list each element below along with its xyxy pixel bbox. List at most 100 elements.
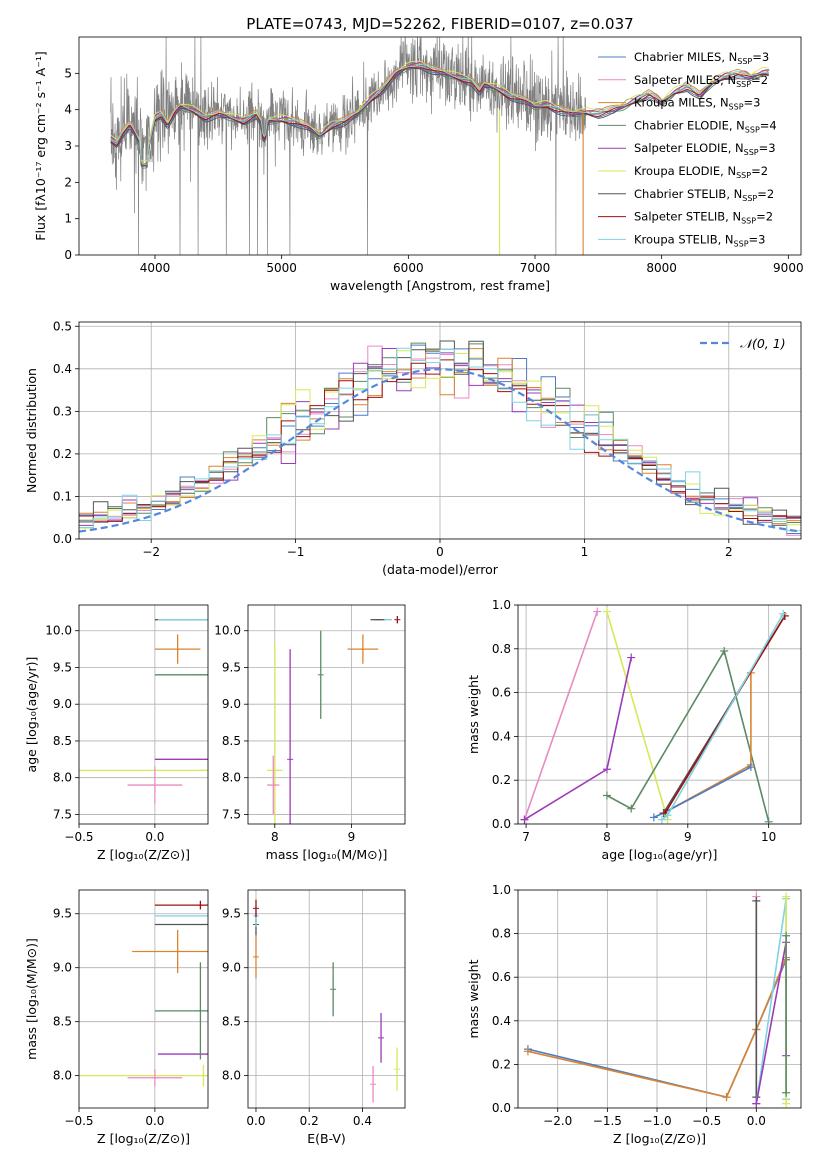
x-tick-label: 7000 (520, 261, 551, 275)
y-tick-label: 8.0 (222, 771, 241, 785)
gaussian-reference (79, 368, 799, 533)
series-line (523, 611, 598, 820)
x-tick-label: −1.5 (593, 1114, 622, 1128)
series-marker (782, 1099, 791, 1108)
series-salpeter-miles (520, 607, 602, 824)
model-spectrum-salpeter-elodie (110, 62, 769, 166)
observed-spectrum (110, 37, 587, 255)
x-axis-label: wavelength [Angstrom, rest frame] (330, 278, 550, 293)
y-tick-label: 0.4 (492, 1014, 511, 1028)
point-kroupa-miles (154, 634, 201, 664)
axes-border (247, 889, 406, 1109)
y-tick-label: 0.4 (492, 729, 511, 743)
axes-frame: 7 8 9 10 0.0 0.2 0.4 0.6 0.8 1.0 age [log₁₀(age/yr… (466, 598, 802, 862)
series-chabrier-elodie (782, 931, 791, 1097)
x-axis-label: age [log₁₀(age/yr)] (602, 847, 718, 862)
panel-spectrum: 4000 5000 6000 7000 8000 9000 0 1 2 3 4 5 wavelength… (33, 36, 804, 293)
y-axis-label: mass weight (466, 675, 481, 754)
y-tick-label: 7.5 (222, 807, 241, 821)
y-tick-label: 0.6 (492, 970, 511, 984)
y-tick-label: 1.0 (492, 883, 511, 897)
y-tick-label: 1 (64, 212, 72, 226)
series-marker (657, 815, 666, 824)
plot-area (79, 322, 801, 539)
legend-label: Chabrier MILES, NSSP=3 (634, 50, 769, 66)
panel-age-vs-z: −0.5 0.0 7.5 8.0 8.5 9.0 9.5 10.0 Z [log₁₀(Z/Z⊙)… (24, 604, 209, 862)
legend-label: Salpeter MILES, NSSP=2 (634, 73, 768, 89)
series-marker (782, 931, 791, 940)
panel-mass-vs-z: −0.5 0.0 8.0 8.5 9.0 9.5 Z [log₁₀(Z/Z⊙)] mass [… (24, 889, 209, 1146)
legend-label: Chabrier STELIB, NSSP=2 (634, 187, 774, 203)
y-axis-label: mass weight (466, 959, 481, 1038)
y-tick-label: 0.5 (53, 319, 72, 333)
point-chabrier-elodie (330, 962, 337, 1017)
x-tick-label: 1 (581, 545, 589, 559)
y-axis-label: mass [log₁₀(M/M⊙)] (24, 938, 39, 1060)
y-tick-label: 9.5 (53, 660, 72, 674)
point-salpeter-elodie (287, 649, 294, 824)
point-salpeter-miles (127, 766, 183, 804)
axes-frame: 8 9 7.5 8.0 8.5 9.0 9.5 10.0 mass [log₁₀(M/M⊙)] (214, 604, 406, 862)
y-tick-label: 7.5 (53, 807, 72, 821)
x-tick-label: −0.5 (64, 830, 93, 844)
point-kroupa-miles (347, 634, 379, 664)
series-chabrier-elodie (602, 646, 773, 824)
axes-frame: −0.5 0.0 8.0 8.5 9.0 9.5 Z [log₁₀(Z/Z⊙)] mass [… (24, 889, 209, 1146)
y-tick-label: 8.0 (222, 1069, 241, 1083)
y-tick-label: 9.0 (222, 697, 241, 711)
x-axis-label: Z [log₁₀(Z/Z⊙)] (613, 1131, 706, 1146)
x-axis-label: E(B-V) (307, 1131, 346, 1146)
y-tick-label: 0.3 (53, 404, 72, 418)
series-kroupa-stelib (752, 894, 791, 1108)
plot-area (518, 605, 801, 824)
series-chabrier-stelib (752, 896, 761, 1102)
plot-area (79, 890, 208, 1108)
legend-label: Kroupa ELODIE, NSSP=2 (634, 164, 768, 180)
panel-weight-vs-age: 7 8 9 10 0.0 0.2 0.4 0.6 0.8 1.0 age [log₁₀(age/yr… (466, 598, 802, 862)
x-tick-label: −0.5 (64, 1114, 93, 1128)
y-tick-label: 0.2 (492, 773, 511, 787)
y-tick-label: 0.2 (492, 1057, 511, 1071)
y-axis-label: age [log₁₀(age/yr)] (24, 657, 39, 773)
x-tick-label: −2 (142, 545, 160, 559)
series-marker (627, 804, 636, 813)
x-tick-label: 0.4 (353, 1114, 372, 1128)
y-axis-label: Flux [fλ10⁻¹⁷ erg cm⁻² s⁻¹ A⁻¹] (33, 51, 48, 240)
series-salpeter-elodie (520, 653, 636, 824)
series-marker (602, 791, 611, 800)
series-line (606, 648, 770, 823)
y-tick-label: 0.4 (53, 362, 72, 376)
series-marker (663, 811, 672, 820)
y-tick-label: 5 (64, 66, 72, 80)
point-kroupa-elodie (394, 1047, 401, 1091)
point-salpeter-elodie (378, 1013, 385, 1063)
series-marker (520, 815, 529, 824)
series-marker (649, 813, 658, 822)
panel-weight-vs-z: −2.0 −1.5 −1.0 −0.5 0.0 0.0 0.2 0.4 0.6 0.8 1.0 Z [… (466, 883, 802, 1146)
y-tick-label: 1.0 (492, 598, 511, 612)
series-marker (720, 646, 729, 655)
x-tick-label: 0.2 (300, 1114, 319, 1128)
series-line (653, 766, 752, 819)
x-tick-label: 0.0 (747, 1114, 766, 1128)
series-marker (782, 892, 791, 901)
y-tick-label: 4 (64, 103, 72, 117)
axes-frame: −0.5 0.0 7.5 8.0 8.5 9.0 9.5 10.0 Z [log₁₀(Z/Z⊙)… (24, 604, 209, 862)
panel-age-vs-mass: 8 9 7.5 8.0 8.5 9.0 9.5 10.0 mass [log₁₀(M/M⊙)] (214, 604, 406, 862)
point-salpeter-miles (127, 1069, 183, 1087)
histogram-salpeter-stelib (79, 359, 801, 523)
series-line (755, 898, 787, 1104)
x-tick-label: 0.0 (145, 830, 164, 844)
series-line (527, 957, 787, 1099)
figure-title: PLATE=0743, MJD=52262, FIBERID=0107, z=0… (246, 15, 633, 33)
axes-frame: 0.0 0.2 0.4 8.0 8.5 9.0 9.5 E(B-V) (222, 889, 406, 1146)
y-tick-label: 9.5 (222, 907, 241, 921)
x-tick-label: 5000 (266, 261, 297, 275)
series-marker (722, 1093, 731, 1102)
series-marker (602, 607, 611, 616)
x-tick-label: −1.0 (642, 1114, 671, 1128)
y-tick-label: 9.5 (222, 660, 241, 674)
y-tick-label: 0.8 (492, 927, 511, 941)
axes-frame: 4000 5000 6000 7000 8000 9000 0 1 2 3 4 5 wavelength… (33, 36, 804, 293)
legend-label: Kroupa MILES, NSSP=3 (634, 96, 760, 112)
